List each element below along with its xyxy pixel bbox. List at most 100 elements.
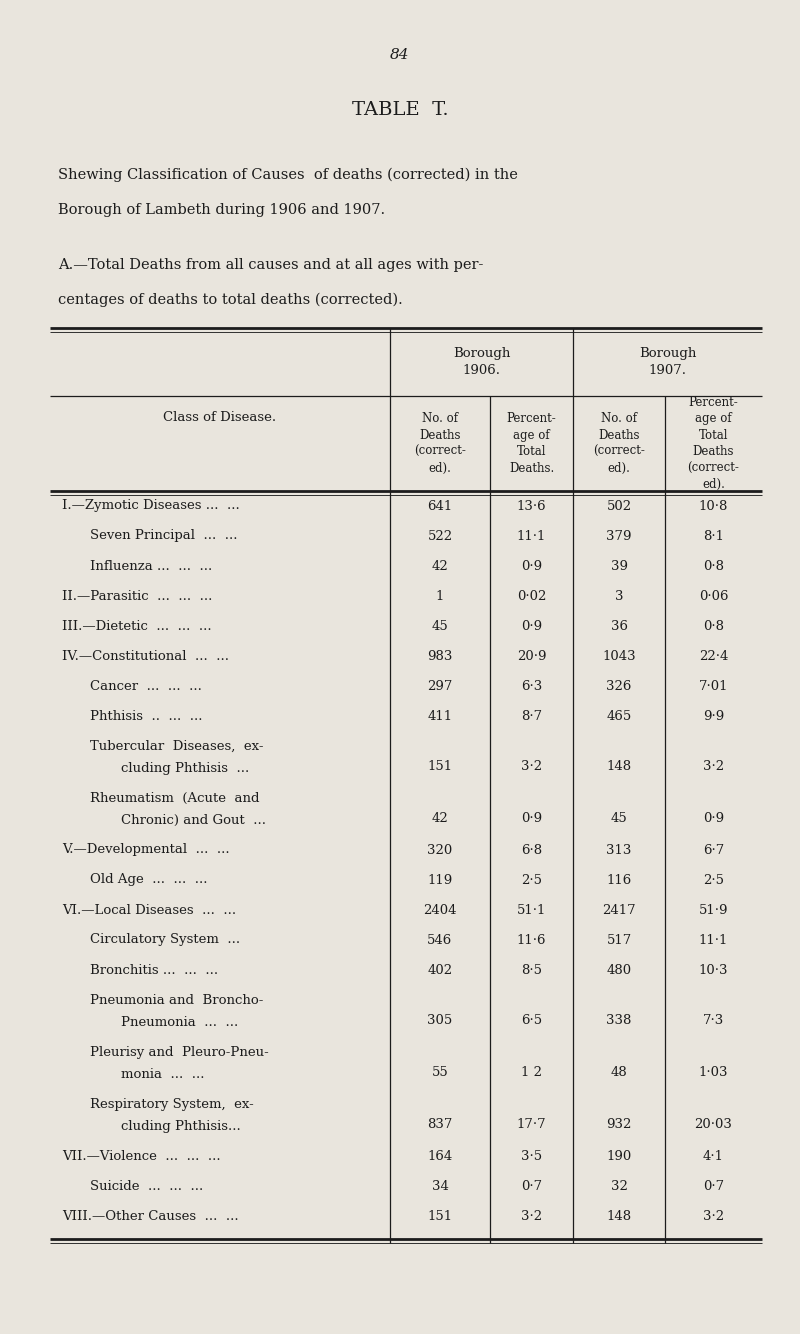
Text: 6·8: 6·8 bbox=[521, 843, 542, 856]
Text: 1043: 1043 bbox=[602, 650, 636, 663]
Text: 402: 402 bbox=[427, 963, 453, 976]
Text: 1·03: 1·03 bbox=[698, 1066, 728, 1079]
Text: 151: 151 bbox=[427, 760, 453, 772]
Text: Circulatory System  ...: Circulatory System ... bbox=[90, 934, 240, 947]
Text: No. of
Deaths
(correct-
ed).: No. of Deaths (correct- ed). bbox=[414, 412, 466, 475]
Text: 326: 326 bbox=[606, 679, 632, 692]
Text: Respiratory System,  ex-: Respiratory System, ex- bbox=[90, 1098, 254, 1111]
Text: 480: 480 bbox=[606, 963, 631, 976]
Text: Borough
1906.: Borough 1906. bbox=[453, 347, 510, 378]
Text: Phthisis  ..  ...  ...: Phthisis .. ... ... bbox=[90, 710, 202, 723]
Text: cluding Phthisis...: cluding Phthisis... bbox=[104, 1121, 241, 1133]
Text: Old Age  ...  ...  ...: Old Age ... ... ... bbox=[90, 874, 207, 887]
Text: 17·7: 17·7 bbox=[517, 1118, 546, 1131]
Text: 3·2: 3·2 bbox=[703, 760, 724, 772]
Text: 45: 45 bbox=[432, 619, 448, 632]
Text: 0·8: 0·8 bbox=[703, 559, 724, 572]
Text: VII.—Violence  ...  ...  ...: VII.—Violence ... ... ... bbox=[62, 1150, 221, 1162]
Text: 2417: 2417 bbox=[602, 903, 636, 916]
Text: 7·01: 7·01 bbox=[698, 679, 728, 692]
Text: centages of deaths to total deaths (corrected).: centages of deaths to total deaths (corr… bbox=[58, 292, 402, 307]
Text: 305: 305 bbox=[427, 1014, 453, 1027]
Text: 42: 42 bbox=[432, 812, 448, 824]
Text: 55: 55 bbox=[432, 1066, 448, 1079]
Text: 34: 34 bbox=[431, 1179, 449, 1193]
Text: 20·9: 20·9 bbox=[517, 650, 546, 663]
Text: 116: 116 bbox=[606, 874, 632, 887]
Text: 4·1: 4·1 bbox=[703, 1150, 724, 1162]
Text: 3·5: 3·5 bbox=[521, 1150, 542, 1162]
Text: Shewing Classification of Causes  of deaths (corrected) in the: Shewing Classification of Causes of deat… bbox=[58, 168, 518, 183]
Text: 148: 148 bbox=[606, 760, 631, 772]
Text: 9·9: 9·9 bbox=[703, 710, 724, 723]
Text: 3·2: 3·2 bbox=[521, 1210, 542, 1222]
Text: 151: 151 bbox=[427, 1210, 453, 1222]
Text: 0·7: 0·7 bbox=[521, 1179, 542, 1193]
Text: 51·1: 51·1 bbox=[517, 903, 546, 916]
Text: 465: 465 bbox=[606, 710, 632, 723]
Text: IV.—Constitutional  ...  ...: IV.—Constitutional ... ... bbox=[62, 650, 229, 663]
Text: 8·5: 8·5 bbox=[521, 963, 542, 976]
Text: 11·6: 11·6 bbox=[517, 934, 546, 947]
Text: 119: 119 bbox=[427, 874, 453, 887]
Text: II.—Parasitic  ...  ...  ...: II.—Parasitic ... ... ... bbox=[62, 590, 212, 603]
Text: 0·9: 0·9 bbox=[521, 812, 542, 824]
Text: 502: 502 bbox=[606, 499, 631, 512]
Text: Pleurisy and  Pleuro-Pneu-: Pleurisy and Pleuro-Pneu- bbox=[90, 1046, 269, 1059]
Text: 0·7: 0·7 bbox=[703, 1179, 724, 1193]
Text: 164: 164 bbox=[427, 1150, 453, 1162]
Text: 313: 313 bbox=[606, 843, 632, 856]
Text: Bronchitis ...  ...  ...: Bronchitis ... ... ... bbox=[90, 963, 218, 976]
Text: VIII.—Other Causes  ...  ...: VIII.—Other Causes ... ... bbox=[62, 1210, 238, 1222]
Text: 2·5: 2·5 bbox=[703, 874, 724, 887]
Text: Percent-
age of
Total
Deaths.: Percent- age of Total Deaths. bbox=[506, 412, 556, 475]
Text: 983: 983 bbox=[427, 650, 453, 663]
Text: 6·3: 6·3 bbox=[521, 679, 542, 692]
Text: Suicide  ...  ...  ...: Suicide ... ... ... bbox=[90, 1179, 203, 1193]
Text: 42: 42 bbox=[432, 559, 448, 572]
Text: Rheumatism  (Acute  and: Rheumatism (Acute and bbox=[90, 792, 259, 806]
Text: Seven Principal  ...  ...: Seven Principal ... ... bbox=[90, 530, 238, 543]
Text: Pneumonia and  Broncho-: Pneumonia and Broncho- bbox=[90, 994, 263, 1007]
Text: 837: 837 bbox=[427, 1118, 453, 1131]
Text: 7·3: 7·3 bbox=[703, 1014, 724, 1027]
Text: TABLE  T.: TABLE T. bbox=[352, 101, 448, 119]
Text: Borough
1907.: Borough 1907. bbox=[639, 347, 696, 378]
Text: 8·7: 8·7 bbox=[521, 710, 542, 723]
Text: 546: 546 bbox=[427, 934, 453, 947]
Text: 32: 32 bbox=[610, 1179, 627, 1193]
Text: Chronic) and Gout  ...: Chronic) and Gout ... bbox=[104, 814, 266, 827]
Text: Pneumonia  ...  ...: Pneumonia ... ... bbox=[104, 1017, 238, 1029]
Text: 11·1: 11·1 bbox=[517, 530, 546, 543]
Text: 338: 338 bbox=[606, 1014, 632, 1027]
Text: Influenza ...  ...  ...: Influenza ... ... ... bbox=[90, 559, 212, 572]
Text: No. of
Deaths
(correct-
ed).: No. of Deaths (correct- ed). bbox=[593, 412, 645, 475]
Text: VI.—Local Diseases  ...  ...: VI.—Local Diseases ... ... bbox=[62, 903, 236, 916]
Text: 522: 522 bbox=[427, 530, 453, 543]
Text: 3: 3 bbox=[614, 590, 623, 603]
Text: 148: 148 bbox=[606, 1210, 631, 1222]
Text: 22·4: 22·4 bbox=[699, 650, 728, 663]
Text: 320: 320 bbox=[427, 843, 453, 856]
Text: 45: 45 bbox=[610, 812, 627, 824]
Text: 641: 641 bbox=[427, 499, 453, 512]
Text: 932: 932 bbox=[606, 1118, 632, 1131]
Text: 411: 411 bbox=[427, 710, 453, 723]
Text: 6·7: 6·7 bbox=[703, 843, 724, 856]
Text: 11·1: 11·1 bbox=[699, 934, 728, 947]
Text: Borough of Lambeth during 1906 and 1907.: Borough of Lambeth during 1906 and 1907. bbox=[58, 203, 385, 217]
Text: 3·2: 3·2 bbox=[521, 760, 542, 772]
Text: I.—Zymotic Diseases ...  ...: I.—Zymotic Diseases ... ... bbox=[62, 499, 240, 512]
Text: cluding Phthisis  ...: cluding Phthisis ... bbox=[104, 762, 250, 775]
Text: V.—Developmental  ...  ...: V.—Developmental ... ... bbox=[62, 843, 230, 856]
Text: III.—Dietetic  ...  ...  ...: III.—Dietetic ... ... ... bbox=[62, 619, 212, 632]
Text: 48: 48 bbox=[610, 1066, 627, 1079]
Text: 13·6: 13·6 bbox=[517, 499, 546, 512]
Text: 36: 36 bbox=[610, 619, 627, 632]
Text: 0·02: 0·02 bbox=[517, 590, 546, 603]
Text: 2·5: 2·5 bbox=[521, 874, 542, 887]
Text: 0·9: 0·9 bbox=[521, 559, 542, 572]
Text: Cancer  ...  ...  ...: Cancer ... ... ... bbox=[90, 679, 202, 692]
Text: 0·9: 0·9 bbox=[703, 812, 724, 824]
Text: 51·9: 51·9 bbox=[698, 903, 728, 916]
